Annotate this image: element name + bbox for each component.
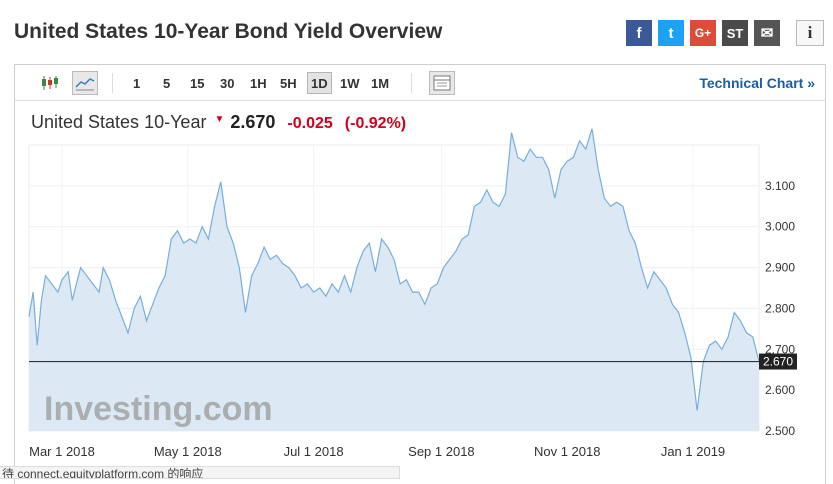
- timeframe-1[interactable]: 1: [133, 75, 141, 91]
- x-tick-label: Mar 1 2018: [29, 444, 95, 459]
- instrument-name: United States 10-Year: [31, 112, 207, 132]
- timeframe-30[interactable]: 30: [220, 75, 235, 91]
- email-share-button[interactable]: ✉: [754, 20, 780, 46]
- google-plus-icon: G+: [694, 26, 712, 40]
- facebook-icon: f: [636, 24, 642, 42]
- current-value-badge: [759, 353, 797, 370]
- toolbar-divider: [112, 73, 113, 93]
- investing-logo-watermark: Investing.com: [44, 390, 273, 428]
- page-title: United States 10-Year Bond Yield Overvie…: [14, 20, 443, 43]
- info-icon: i: [807, 23, 813, 42]
- area-chart-icon[interactable]: [72, 71, 98, 95]
- facebook-share-button[interactable]: f: [626, 20, 652, 46]
- y-tick-label: 3.000: [765, 220, 795, 234]
- timeframe-1w[interactable]: 1W: [340, 75, 360, 91]
- x-tick-label: Jan 1 2019: [661, 444, 725, 459]
- y-tick-label: 2.500: [765, 424, 795, 438]
- stocktwits-share-button[interactable]: ST: [722, 20, 748, 46]
- chart-toolbar: 1 5 15 30 1H 5H 1D 1W 1M Technical Chart…: [15, 65, 825, 101]
- browser-status-bar: 待 connect.equityplatform.com 的响应: [0, 466, 400, 479]
- x-tick-label: Nov 1 2018: [534, 444, 601, 459]
- layout-panel-icon[interactable]: [429, 71, 455, 95]
- down-arrow-icon: ▼: [214, 114, 225, 125]
- timeframe-1h[interactable]: 1H: [250, 75, 267, 91]
- x-tick-label: Sep 1 2018: [408, 444, 475, 459]
- technical-chart-link[interactable]: Technical Chart »: [699, 75, 815, 91]
- timeframe-1m[interactable]: 1M: [371, 75, 390, 91]
- candlestick-chart-icon[interactable]: [37, 71, 63, 95]
- last-price: 2.670: [230, 112, 276, 132]
- y-tick-label: 2.800: [765, 301, 795, 315]
- share-bar: f t G+ ST ✉: [626, 20, 780, 46]
- twitter-icon: t: [668, 24, 674, 42]
- price-change: -0.025: [287, 115, 333, 132]
- google-plus-share-button[interactable]: G+: [690, 20, 716, 46]
- timeframe-5[interactable]: 5: [163, 75, 171, 91]
- y-tick-label: 2.900: [765, 261, 795, 275]
- email-icon: ✉: [760, 25, 774, 42]
- series-line: [28, 128, 760, 411]
- info-button[interactable]: i: [796, 20, 824, 46]
- timeframe-1d[interactable]: 1D: [307, 72, 332, 94]
- current-value-label: 2.670: [763, 355, 793, 369]
- timeframe-15[interactable]: 15: [190, 75, 205, 91]
- y-tick-label: 2.700: [765, 342, 795, 356]
- series-area: [29, 128, 759, 431]
- x-tick-label: Jul 1 2018: [284, 444, 344, 459]
- price-change-percent: (-0.92%): [344, 115, 407, 132]
- quote-header: United States 10-Year ▼ 2.670 -0.025 (-0…: [31, 112, 406, 133]
- y-tick-label: 3.100: [765, 179, 795, 193]
- stocktwits-icon: ST: [726, 25, 744, 41]
- toolbar-divider: [411, 73, 412, 93]
- x-tick-label: May 1 2018: [154, 444, 222, 459]
- yield-chart[interactable]: 3.100 3.000 2.900 2.800 2.700 2.600 2.500 Mar 1…: [0, 0, 833, 470]
- timeframe-5h[interactable]: 5H: [280, 75, 297, 91]
- y-tick-label: 2.600: [765, 383, 795, 397]
- twitter-share-button[interactable]: t: [658, 20, 684, 46]
- chart-widget: 1 5 15 30 1H 5H 1D 1W 1M Technical Chart…: [14, 64, 826, 484]
